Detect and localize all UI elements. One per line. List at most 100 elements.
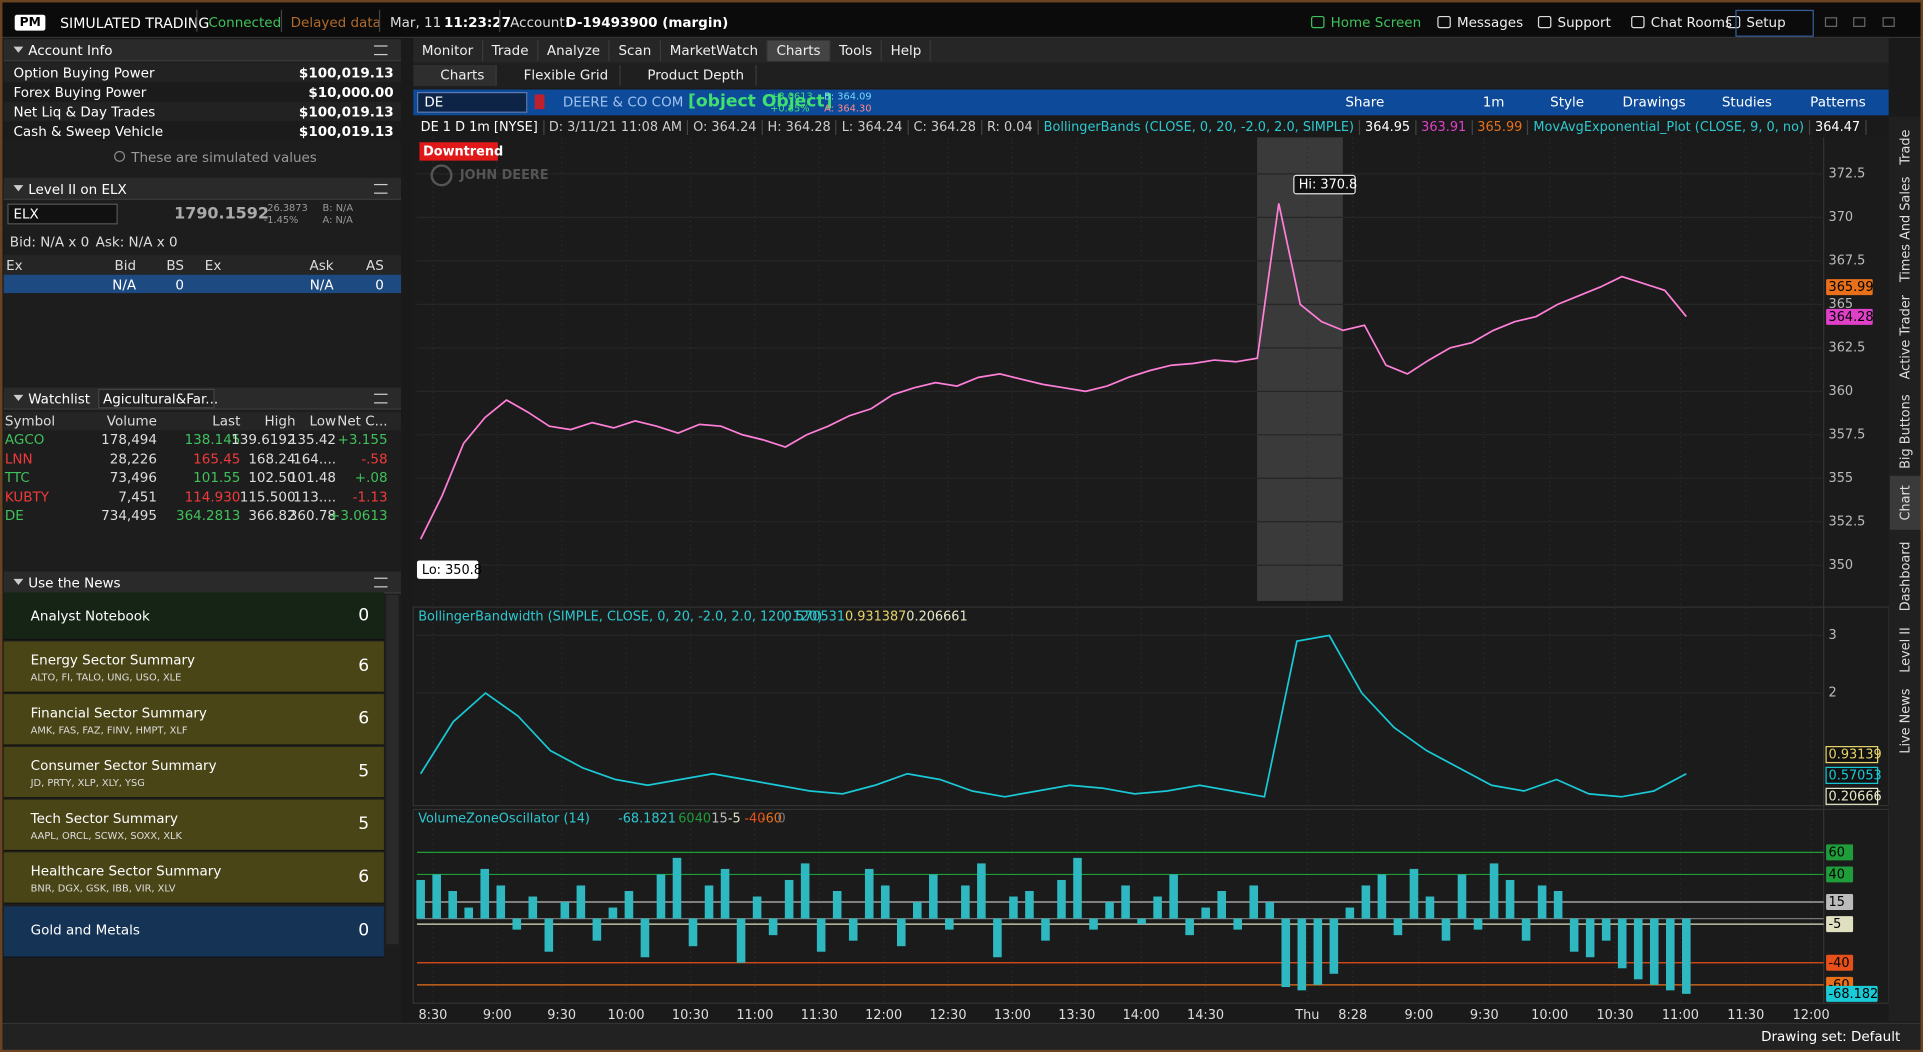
account-id: D-19493900 (margin) — [565, 14, 729, 31]
vzo-bar — [993, 918, 1002, 958]
menu-item[interactable]: Trade — [483, 39, 539, 61]
bandwidth-line — [419, 634, 1687, 798]
time-label: 12:00 — [865, 1008, 902, 1023]
sidebar-tab[interactable]: Level II — [1898, 627, 1913, 673]
wl-cell: -.58 — [361, 450, 388, 467]
news-title: Healthcare Sector Summary — [30, 863, 222, 880]
vzo-bar — [416, 879, 425, 919]
wl-cell: 178,494 — [101, 431, 157, 448]
sidebar-active — [1889, 475, 1922, 530]
vzo-bar — [848, 918, 858, 941]
l2-cell: 0 — [375, 277, 384, 294]
subtab[interactable]: Charts — [413, 64, 497, 86]
wl-symbol[interactable]: LNN — [4, 450, 33, 467]
subtab[interactable]: Product Depth — [620, 64, 757, 86]
menu-item[interactable]: Charts — [767, 39, 831, 61]
wl-cell: 102.50 — [248, 469, 296, 486]
toolbar-button[interactable]: Style — [1550, 94, 1585, 111]
account-label: Cash & Sweep Vehicle — [13, 123, 164, 140]
sidebar-tab[interactable]: Big Buttons — [1898, 394, 1913, 469]
study-value: 365.99 — [1472, 119, 1529, 135]
collapse-caret[interactable] — [13, 185, 24, 192]
panel-menu[interactable] — [374, 577, 388, 588]
menu-item[interactable]: MarketWatch — [661, 39, 768, 61]
level-tag-text: 40 — [1829, 868, 1845, 883]
time-label: 8:28 — [1338, 1008, 1367, 1023]
vzo-bar — [1297, 918, 1307, 991]
sidebar-tab[interactable]: Dashboard — [1898, 542, 1913, 612]
panel-menu[interactable] — [374, 45, 388, 56]
collapse-caret[interactable] — [13, 46, 24, 53]
l2-pct: -1.45% — [263, 214, 299, 226]
header-field: H: 364.28 — [763, 119, 837, 135]
sidebar-tab[interactable]: Times And Sales — [1898, 176, 1913, 283]
y-tick-label: 2 — [1829, 686, 1837, 701]
toolbar-button[interactable]: 1m — [1482, 94, 1505, 111]
news-item[interactable] — [3, 746, 384, 799]
sidebar-tab[interactable]: Trade — [1898, 129, 1913, 165]
news-item[interactable] — [3, 694, 384, 746]
wl-symbol[interactable]: KUBTY — [4, 488, 50, 505]
panel-menu[interactable] — [374, 183, 388, 194]
vzo-bar — [1457, 874, 1467, 919]
window-control[interactable] — [1882, 17, 1895, 27]
account-value: $100,019.13 — [298, 64, 394, 81]
menu-item[interactable]: Help — [882, 39, 932, 61]
l2-col: BS — [166, 257, 184, 274]
menu-item[interactable]: Analyze — [538, 39, 610, 61]
vzo-bar — [1249, 885, 1259, 919]
sidebar-tab[interactable]: Active Trader — [1898, 294, 1913, 379]
toolbar-button[interactable]: Studies — [1721, 94, 1772, 111]
l2-col: AS — [366, 257, 384, 274]
setup-box — [1735, 9, 1814, 37]
vzo-bar — [1185, 918, 1194, 936]
news-item[interactable] — [3, 852, 384, 904]
chart-symbol-box[interactable] — [416, 91, 528, 113]
sidebar-tab[interactable]: Chart — [1898, 485, 1913, 520]
vzo-bar — [1169, 874, 1178, 919]
price-marker — [1826, 308, 1873, 325]
header-link[interactable]: Chat Rooms — [1650, 14, 1733, 31]
time-label: 10:30 — [672, 1008, 709, 1023]
toolbar-button[interactable]: Drawings — [1622, 94, 1686, 111]
news-item[interactable] — [3, 592, 384, 641]
time-label: 14:30 — [1187, 1008, 1224, 1023]
header-link[interactable]: Setup — [1746, 14, 1786, 31]
panel-menu[interactable] — [374, 393, 388, 404]
collapse-caret[interactable] — [13, 578, 24, 585]
l2-cell: N/A — [309, 277, 334, 294]
link-icon — [1537, 15, 1552, 29]
separator — [196, 9, 198, 32]
wl-symbol[interactable]: AGCO — [4, 431, 45, 448]
menu-item[interactable]: Scan — [610, 39, 662, 61]
header-link[interactable]: Home Screen — [1330, 14, 1422, 31]
toolbar-button[interactable]: Share — [1345, 94, 1385, 111]
window-control[interactable] — [1824, 17, 1838, 27]
company-name: DEERE & CO COM — [562, 94, 684, 111]
window-control[interactable] — [1853, 17, 1866, 27]
header-link[interactable]: Messages — [1456, 14, 1524, 31]
wl-cell: 73,496 — [109, 469, 157, 486]
header-link[interactable]: Support — [1557, 14, 1611, 31]
vzo-bar — [1073, 857, 1082, 919]
toolbar-button[interactable]: Patterns — [1810, 94, 1866, 111]
bandwidth-marker-text: 0.57053 — [1829, 768, 1882, 783]
sidebar-tab[interactable]: Live News — [1898, 688, 1913, 753]
wl-symbol[interactable]: TTC — [4, 469, 30, 486]
collapse-caret[interactable] — [13, 394, 24, 402]
wl-col: Volume — [106, 413, 157, 430]
vzo-bar — [1537, 885, 1547, 919]
time-label: 9:00 — [483, 1008, 512, 1023]
subtab[interactable]: Flexible Grid — [497, 64, 621, 86]
news-item[interactable] — [3, 906, 384, 958]
news-item[interactable] — [3, 641, 384, 693]
vzo-bar — [752, 896, 762, 919]
news-item[interactable] — [3, 799, 384, 852]
vzo-bar — [1617, 918, 1627, 969]
menu-item[interactable]: Tools — [830, 39, 883, 61]
level-value: 40 — [695, 812, 711, 827]
wl-symbol[interactable]: DE — [4, 507, 24, 524]
menu-item[interactable]: Monitor — [413, 39, 483, 61]
vzo-bar — [512, 918, 522, 930]
vzo-bar — [688, 918, 698, 947]
